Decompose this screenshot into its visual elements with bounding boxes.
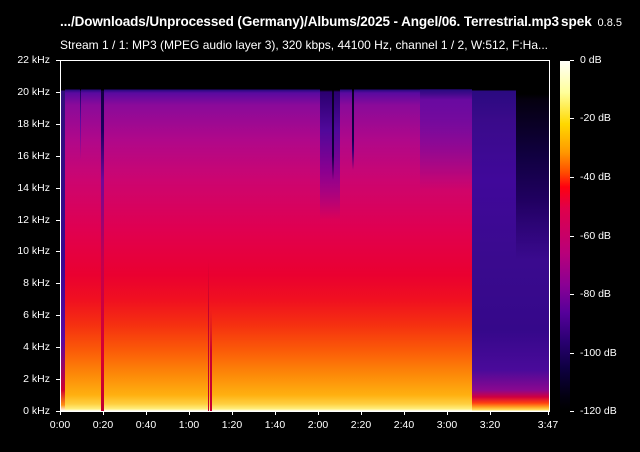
color-label-80: -80 dB: [580, 288, 611, 300]
x-label-1-20: 1:20: [221, 419, 243, 431]
x-tick: [318, 411, 319, 415]
color-tick: [570, 353, 574, 354]
loud-section: [61, 60, 472, 411]
x-tick: [146, 411, 147, 415]
color-label-60: -60 dB: [580, 230, 611, 242]
plot-axis-bottom: [60, 411, 550, 412]
y-tick: [56, 92, 60, 93]
x-label-3-47: 3:47: [537, 419, 559, 431]
color-label-20: -20 dB: [580, 112, 611, 124]
color-tick: [570, 236, 574, 237]
y-label-0: 0 kHz: [23, 405, 50, 417]
dropout-0-08: [80, 60, 81, 411]
x-label-0-40: 0:40: [135, 419, 157, 431]
x-tick: [232, 411, 233, 415]
color-label-0: 0 dB: [580, 54, 602, 66]
x-label-2-00: 2:00: [307, 419, 329, 431]
x-tick: [548, 411, 549, 415]
y-label-14: 14 kHz: [17, 182, 50, 194]
dropout-1-10: [208, 60, 209, 411]
dropout-2-07: [320, 60, 340, 411]
color-label-120: -120 dB: [580, 405, 617, 417]
color-label-100: -100 dB: [580, 347, 617, 359]
outro-dark-tail: [516, 60, 549, 411]
y-tick: [56, 220, 60, 221]
plot-axis-top: [60, 60, 550, 61]
y-label-8: 8 kHz: [23, 277, 50, 289]
plot-axis-left: [60, 60, 61, 412]
x-tick: [404, 411, 405, 415]
y-label-12: 12 kHz: [17, 214, 50, 226]
x-label-0-20: 0:20: [92, 419, 114, 431]
x-tick: [275, 411, 276, 415]
y-label-4: 4 kHz: [23, 341, 50, 353]
x-label-2-20: 2:20: [350, 419, 372, 431]
app-name: spek 0.8.5: [561, 14, 622, 29]
x-label-1-00: 1:00: [178, 419, 200, 431]
x-tick: [447, 411, 448, 415]
x-tick: [60, 411, 61, 415]
x-tick: [103, 411, 104, 415]
dropout-1-17: [210, 60, 212, 411]
file-title: .../Downloads/Unprocessed (Germany)/Albu…: [60, 14, 559, 29]
color-label-40: -40 dB: [580, 171, 611, 183]
y-tick: [56, 379, 60, 380]
color-scale-bar: [560, 61, 570, 411]
y-label-2: 2 kHz: [23, 373, 50, 385]
y-tick: [56, 251, 60, 252]
color-tick: [570, 177, 574, 178]
x-label-3-20: 3:20: [479, 419, 501, 431]
dropout-2-15: [352, 60, 354, 411]
x-label-1-40: 1:40: [264, 419, 286, 431]
app-version: 0.8.5: [597, 17, 623, 29]
spectrogram-plot: [60, 60, 549, 411]
dropout-0-20: [101, 60, 104, 411]
x-label-2-40: 2:40: [393, 419, 415, 431]
x-label-3-00: 3:00: [436, 419, 458, 431]
y-tick: [56, 411, 60, 412]
y-tick: [56, 60, 60, 61]
y-tick: [56, 188, 60, 189]
app-name-label: spek: [561, 14, 592, 29]
y-label-16: 16 kHz: [17, 150, 50, 162]
plot-axis-right: [549, 60, 550, 412]
color-tick: [570, 118, 574, 119]
y-label-6: 6 kHz: [23, 309, 50, 321]
y-tick: [56, 347, 60, 348]
y-tick: [56, 315, 60, 316]
y-label-20: 20 kHz: [17, 86, 50, 98]
color-tick: [570, 411, 574, 412]
intro-fade: [61, 60, 65, 411]
color-tick: [570, 60, 574, 61]
stream-info: Stream 1 / 1: MP3 (MPEG audio layer 3), …: [60, 38, 549, 52]
y-label-22: 22 kHz: [17, 54, 50, 66]
x-label-0-00: 0:00: [49, 419, 71, 431]
x-tick: [490, 411, 491, 415]
y-tick: [56, 124, 60, 125]
color-tick: [570, 294, 574, 295]
x-tick: [361, 411, 362, 415]
y-label-18: 18 kHz: [17, 118, 50, 130]
y-label-10: 10 kHz: [17, 245, 50, 257]
y-tick: [56, 156, 60, 157]
fade-3-00: [420, 60, 472, 411]
x-tick: [189, 411, 190, 415]
dropout-2-12: [332, 60, 334, 411]
y-tick: [56, 283, 60, 284]
